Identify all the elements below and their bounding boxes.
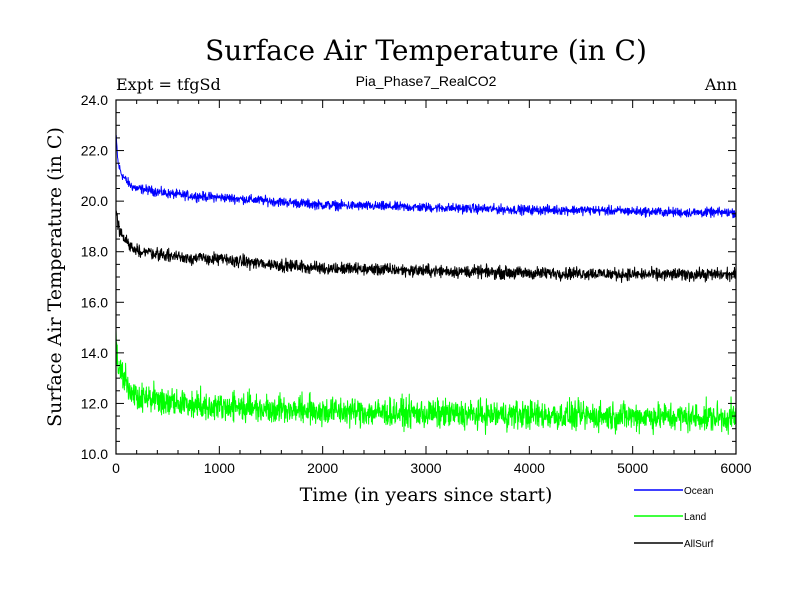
y-tick-label: 18.0 <box>81 244 108 260</box>
y-tick-label: 16.0 <box>81 294 108 310</box>
y-axis-title: Surface Air Temperature (in C) <box>44 127 66 427</box>
y-tick-label: 22.0 <box>81 143 108 159</box>
x-tick-label: 2000 <box>307 460 338 476</box>
x-tick-label: 1000 <box>204 460 235 476</box>
series-line-land <box>115 330 737 436</box>
y-tick-label: 12.0 <box>81 395 108 411</box>
x-tick-label: 6000 <box>720 460 751 476</box>
series-layer <box>115 134 737 436</box>
legend-label-ocean: Ocean <box>684 486 713 497</box>
x-tick-label: 4000 <box>514 460 545 476</box>
series-line-ocean <box>115 134 737 219</box>
chart-title: Surface Air Temperature (in C) <box>205 34 647 67</box>
chart-subtitle: Pia_Phase7_RealCO2 <box>356 73 497 89</box>
legend-label-land: Land <box>684 512 706 523</box>
x-tick-label: 5000 <box>617 460 648 476</box>
series-line-allsurf <box>115 210 737 284</box>
y-tick-label: 14.0 <box>81 345 108 361</box>
legend: Ocean Land AllSurf <box>634 486 714 550</box>
x-axis-title: Time (in years since start) <box>300 484 553 506</box>
period-label: Ann <box>704 75 737 94</box>
x-tick-label: 0 <box>112 460 120 476</box>
x-tick-label: 3000 <box>410 460 441 476</box>
experiment-label: Expt = tfgSd <box>116 75 221 94</box>
legend-label-allsurf: AllSurf <box>684 539 714 550</box>
y-tick-label: 10.0 <box>81 446 108 462</box>
ticks-layer: 0 1000 2000 3000 4000 5000 6000 10.0 12.0 14.0 16.… <box>81 92 752 476</box>
y-tick-label: 24.0 <box>81 92 108 108</box>
y-tick-label: 20.0 <box>81 193 108 209</box>
plot-frame <box>115 99 737 455</box>
